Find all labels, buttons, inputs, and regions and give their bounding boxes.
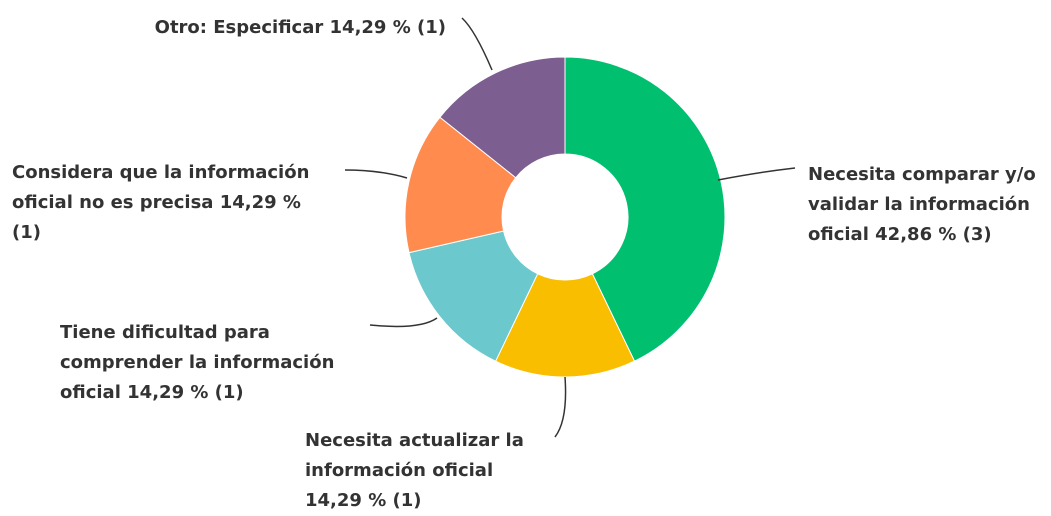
category-label: Necesita actualizar la información ofici… xyxy=(305,430,524,481)
slice-label: Otro: Especificar 14,29 % (1) xyxy=(40,13,446,43)
donut-slice xyxy=(408,230,539,362)
leader-line xyxy=(554,376,567,438)
leader-line xyxy=(461,17,493,71)
value-label: 14,29 % (1) xyxy=(329,17,446,38)
leader-line xyxy=(344,169,408,179)
category-label: Necesita comparar y/o validar la informa… xyxy=(808,164,1036,245)
slice-label: Necesita actualizar la información ofici… xyxy=(305,426,555,516)
category-label: Otro: Especificar xyxy=(154,17,324,38)
slice-label: Necesita comparar y/o validar la informa… xyxy=(808,160,1048,250)
donut-slice xyxy=(404,116,517,254)
category-label: Considera que la información oficial no … xyxy=(12,162,310,213)
donut-slice xyxy=(564,56,726,362)
slice-label: Considera que la información oficial no … xyxy=(12,158,332,248)
value-label: 14,29 % (1) xyxy=(12,192,301,243)
value-label: 14,29 % (1) xyxy=(305,490,422,511)
leader-line xyxy=(717,167,796,181)
leader-line xyxy=(369,317,438,328)
donut-slice xyxy=(494,273,636,378)
category-label: Tiene dificultad para comprender la info… xyxy=(60,322,335,403)
value-label: 42,86 % (3) xyxy=(875,224,992,245)
donut-slice xyxy=(439,56,566,179)
value-label: 14,29 % (1) xyxy=(127,382,244,403)
slice-label: Tiene dificultad para comprender la info… xyxy=(60,318,360,408)
